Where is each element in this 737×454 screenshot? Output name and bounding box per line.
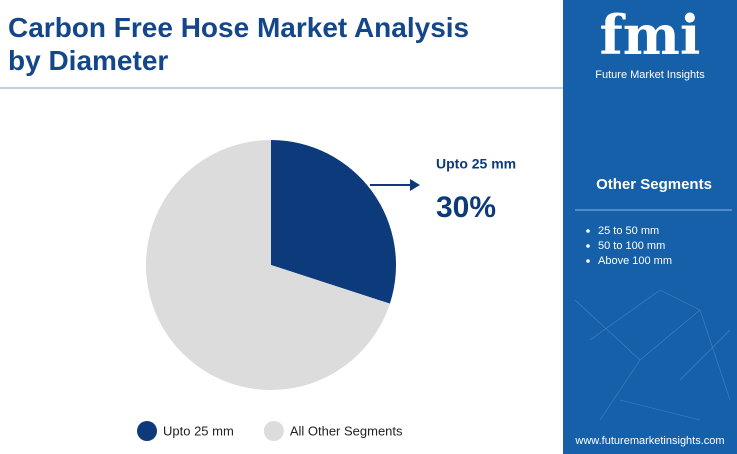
- legend-label: All Other Segments: [290, 423, 403, 438]
- brand-logo: fmi: [600, 3, 701, 67]
- bullet: [586, 259, 590, 263]
- segment-item: 25 to 50 mm: [598, 225, 659, 237]
- callout-label: Upto 25 mm: [436, 156, 516, 172]
- legend-swatch: [263, 421, 284, 441]
- sidebar: [563, 0, 737, 454]
- sidebar-network: [574, 289, 731, 421]
- website: www.futuremarketinsights.com: [574, 435, 724, 447]
- callout-value: 30%: [436, 191, 496, 224]
- chart-title: Carbon Free Hose Market Analysis by Diame…: [8, 12, 469, 76]
- bullet: [586, 229, 590, 233]
- brand-name: Future Market Insights: [595, 69, 705, 81]
- legend-label: Upto 25 mm: [163, 423, 234, 438]
- segment-item: Above 100 mm: [598, 255, 672, 267]
- legend-swatch: [137, 421, 157, 441]
- segment-item: 50 to 100 mm: [598, 240, 665, 252]
- sidebar-heading: Other Segments: [596, 176, 712, 193]
- bullet: [586, 244, 590, 248]
- callout-arrowhead: [410, 179, 420, 191]
- pie-slice: [146, 140, 390, 391]
- pie-slice: [271, 140, 397, 304]
